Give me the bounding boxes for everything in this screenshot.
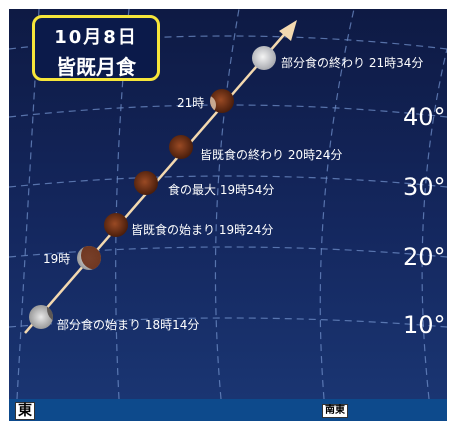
event-label-total-end: 皆既食の終わり 20時24分 [200,148,343,162]
azimuth-line-3 [214,9,240,399]
event-label-partial-end: 部分食の終わり 21時34分 [281,56,424,70]
title-date: 10月8日 [54,27,138,48]
altitude-line-50 [9,35,447,50]
event-label-21h: 21時 [177,96,205,110]
altitude-line-10 [9,317,447,328]
altitude-line-20 [9,246,447,258]
path-arrowhead [279,20,297,41]
sky-diagram [9,9,447,399]
altitude-label-10: 10° [403,311,446,339]
azimuth-line-4 [319,9,355,399]
title-box: 10月8日 皆既月食 [32,15,160,81]
azimuth-line-5 [421,48,447,399]
direction-label-southeast: 南東 [322,404,348,418]
moon-maximum [134,171,158,195]
event-label-maximum: 食の最大 19時54分 [168,183,275,197]
altitude-label-20: 20° [403,243,446,271]
moon-markers [29,46,276,329]
altitude-line-30 [9,175,447,188]
event-label-total-start: 皆既食の始まり 19時24分 [131,223,274,237]
altitude-label-40: 40° [403,103,446,131]
horizon-ground [9,399,447,421]
moon-19h [77,246,101,270]
title-name: 皆既月食 [56,55,136,79]
moon-partial-end [252,46,276,70]
event-label-partial-start: 部分食の始まり 18時14分 [57,318,200,332]
altitude-label-30: 30° [403,173,446,201]
moon-partial-start [29,305,53,329]
moon-total-end [169,135,193,159]
event-label-19h: 19時 [43,252,71,266]
direction-label-east: 東 [15,402,35,420]
moon-total-start [104,213,128,237]
